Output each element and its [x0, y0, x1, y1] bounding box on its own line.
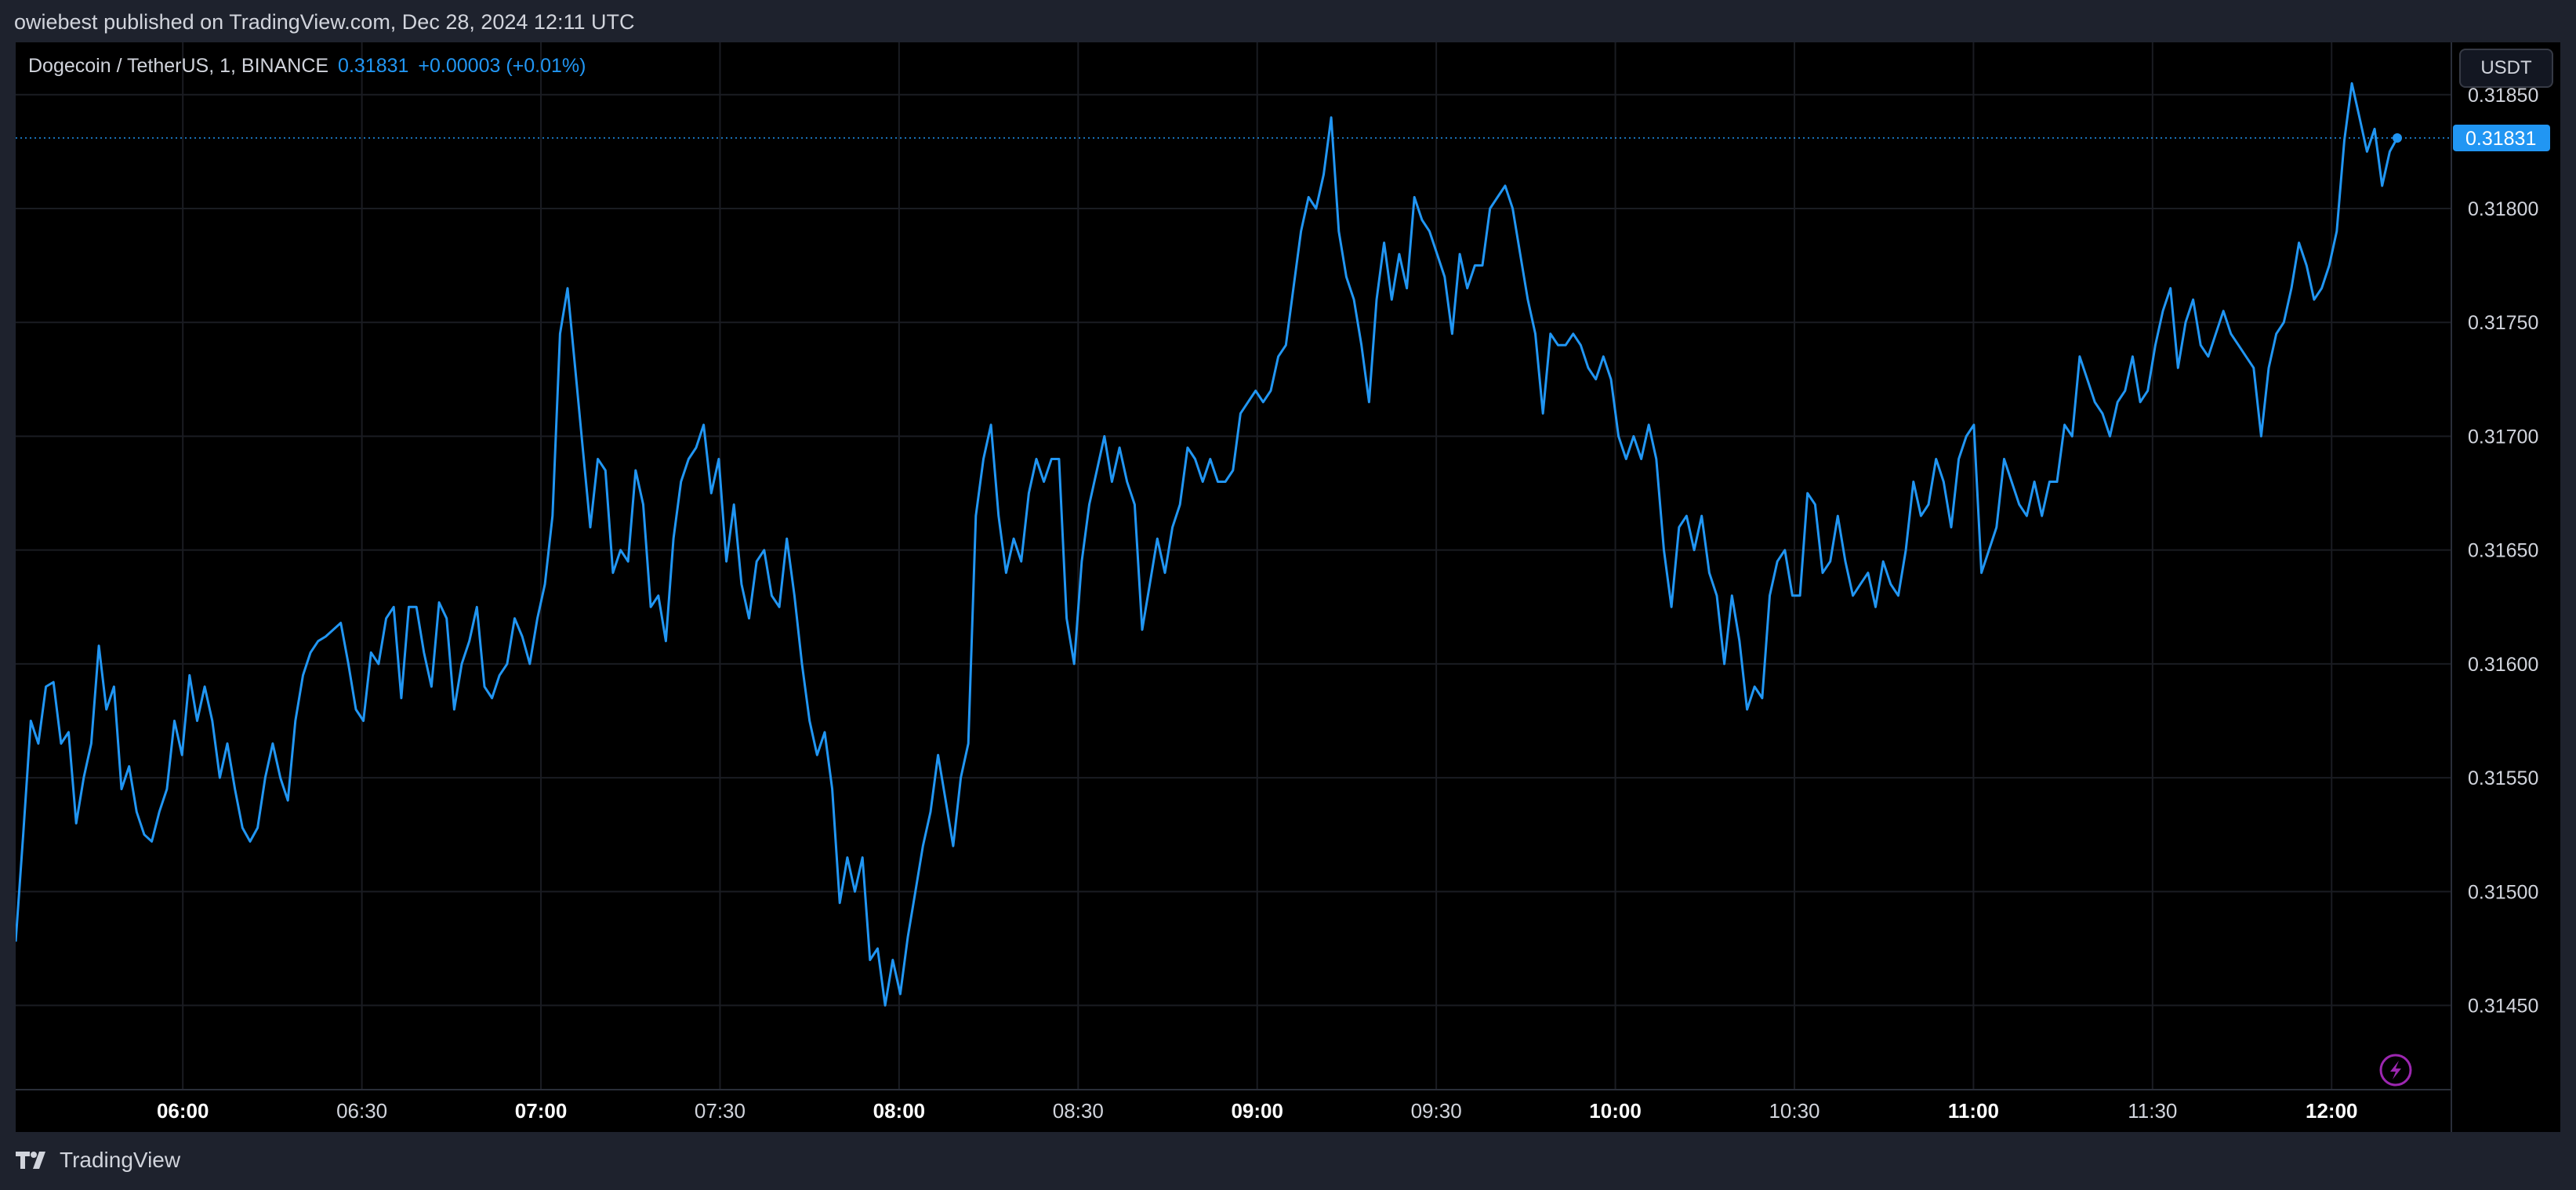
x-tick-label: 09:00 — [1231, 1099, 1283, 1123]
x-tick-label: 12:00 — [2306, 1099, 2358, 1123]
symbol-title[interactable]: Dogecoin / TetherUS, 1, BINANCE — [28, 55, 329, 77]
y-tick-label: 0.31750 — [2468, 312, 2538, 334]
y-tick-label: 0.31850 — [2468, 85, 2538, 107]
x-tick-label: 11:30 — [2128, 1099, 2177, 1123]
x-tick-label: 11:00 — [1948, 1099, 1999, 1123]
x-tick-label: 10:30 — [1769, 1099, 1820, 1123]
tradingview-logo-icon — [16, 1152, 45, 1169]
x-tick-label: 06:00 — [157, 1099, 209, 1123]
legend-change: +0.00003 (+0.01%) — [418, 55, 586, 77]
grid-lines — [16, 42, 2451, 1090]
y-tick-label: 0.31700 — [2468, 426, 2538, 448]
legend-last-value: 0.31831 — [338, 55, 409, 77]
x-tick-label: 07:30 — [695, 1099, 746, 1123]
last-price-tag-background — [2453, 124, 2550, 151]
brand-footer[interactable]: TradingView — [16, 1148, 180, 1173]
y-tick-label: 0.31800 — [2468, 198, 2538, 220]
currency-unit-button[interactable]: USDT — [2459, 49, 2553, 88]
x-tick-label: 07:00 — [515, 1099, 568, 1123]
y-tick-label: 0.31500 — [2468, 881, 2538, 903]
x-tick-label: 09:30 — [1411, 1099, 1462, 1123]
price-axis[interactable]: 0.31850 0.31800 0.31750 0.31700 0.31650 0.316… — [2468, 85, 2538, 1018]
chart-background — [16, 42, 2560, 1132]
bolt-icon[interactable] — [2379, 1054, 2412, 1087]
x-tick-label: 10:00 — [1589, 1099, 1642, 1123]
y-tick-label: 0.31550 — [2468, 767, 2538, 789]
x-tick-label: 08:00 — [873, 1099, 926, 1123]
x-tick-label: 06:30 — [336, 1099, 387, 1123]
price-series-line — [16, 82, 2399, 1007]
price-chart[interactable]: 0.31850 0.31800 0.31750 0.31700 0.31650 0.316… — [16, 42, 2560, 1132]
y-tick-label: 0.31450 — [2468, 996, 2538, 1018]
chart-legend: Dogecoin / TetherUS, 1, BINANCE 0.31831 +0… — [28, 55, 586, 78]
x-tick-label: 08:30 — [1053, 1099, 1104, 1123]
time-axis[interactable]: 06:00 06:30 07:00 07:30 08:00 08:30 09:00 09:30… — [157, 1099, 2358, 1123]
brand-name: TradingView — [60, 1148, 181, 1172]
last-price-tag: 0.31831 — [2453, 124, 2550, 151]
publisher-line: owiebest published on TradingView.com, D… — [14, 10, 635, 34]
last-price-dot — [2393, 132, 2402, 143]
y-tick-label: 0.31600 — [2468, 654, 2538, 676]
chart-frame[interactable]: 0.31850 0.31800 0.31750 0.31700 0.31650 0.316… — [16, 42, 2560, 1132]
last-price-tag-label: 0.31831 — [2465, 128, 2536, 150]
y-tick-label: 0.31650 — [2468, 540, 2538, 562]
